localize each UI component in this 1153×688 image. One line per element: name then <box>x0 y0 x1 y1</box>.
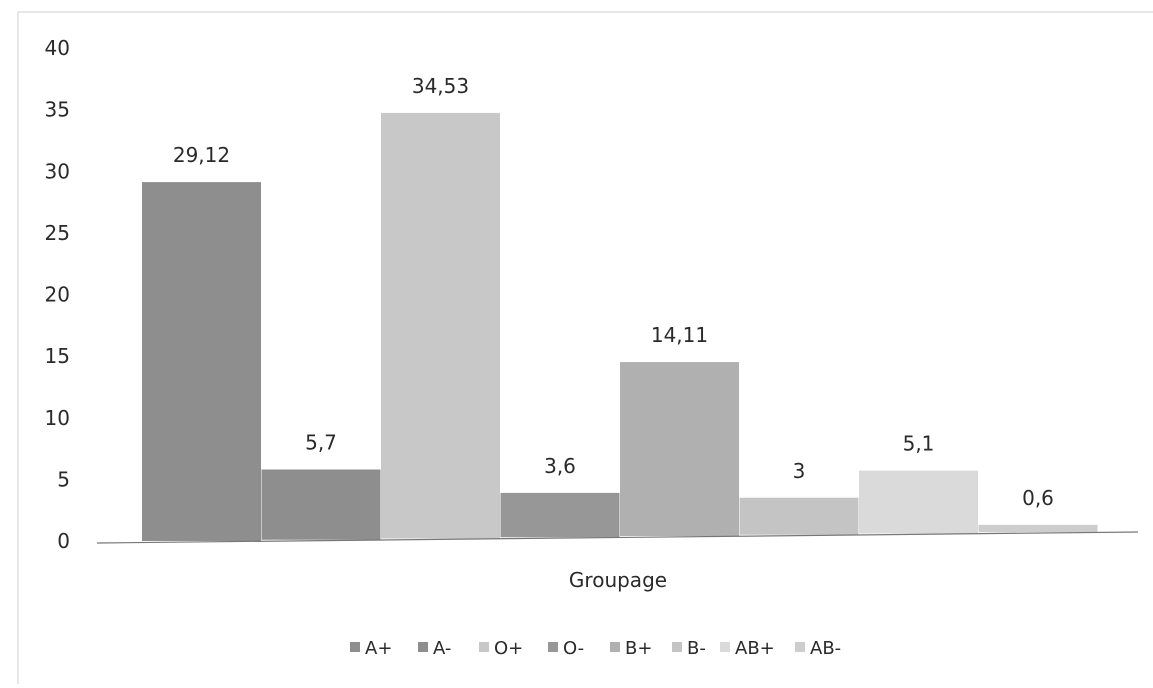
legend-label: O+ <box>494 638 523 659</box>
data-label: 5,1 <box>903 432 935 456</box>
legend-label: AB- <box>810 638 841 659</box>
data-label: 5,7 <box>305 430 337 454</box>
bar-ab-neg <box>978 524 1098 533</box>
y-tick-label: 35 <box>45 98 70 122</box>
bar-b-negpos <box>620 362 739 536</box>
legend-label: B+ <box>625 638 652 659</box>
data-label: 0,6 <box>1022 486 1054 510</box>
bar-o-neg <box>500 492 620 538</box>
legend-swatch <box>479 642 489 652</box>
y-tick-label: 25 <box>45 221 70 245</box>
data-label: 29,12 <box>173 143 230 167</box>
y-tick-label: 0 <box>57 529 70 553</box>
data-label: 34,53 <box>412 74 469 98</box>
legend-swatch <box>418 642 428 652</box>
data-label: 3 <box>793 459 806 483</box>
y-tick-label: 15 <box>45 344 70 368</box>
legend: A+ A- O+ O- B+ B- AB+ AB- <box>350 638 841 659</box>
legend-label: A- <box>433 638 451 659</box>
bar-o-negpos <box>381 112 500 539</box>
y-axis-labels: 0 5 10 15 20 25 30 35 40 <box>45 36 70 553</box>
bar-b-neg <box>739 497 859 535</box>
bar-ab-negpos <box>859 470 978 534</box>
x-axis-title: Groupage <box>569 568 667 592</box>
y-tick-label: 5 <box>57 467 70 491</box>
data-label: 3,6 <box>544 454 576 478</box>
legend-swatch <box>795 642 805 652</box>
y-tick-label: 40 <box>45 36 70 60</box>
data-labels: 29,12 5,7 34,53 3,6 14,11 3 5,1 0,6 <box>173 74 1054 510</box>
data-label: 14,11 <box>651 323 708 347</box>
bars <box>142 112 1098 541</box>
legend-label: O- <box>563 638 584 659</box>
x-axis-baseline <box>96 531 1139 544</box>
bar-a-negpos <box>142 182 261 541</box>
bar-a-neg <box>261 469 381 540</box>
legend-label: B- <box>687 638 706 659</box>
legend-swatch <box>672 642 682 652</box>
legend-swatch <box>610 642 620 652</box>
legend-swatch <box>350 642 360 652</box>
legend-label: A+ <box>365 638 392 659</box>
legend-label: AB+ <box>735 638 775 659</box>
y-tick-label: 10 <box>45 406 70 430</box>
legend-swatch <box>548 642 558 652</box>
legend-swatch <box>720 642 730 652</box>
y-tick-label: 20 <box>45 283 70 307</box>
y-tick-label: 30 <box>45 159 70 183</box>
